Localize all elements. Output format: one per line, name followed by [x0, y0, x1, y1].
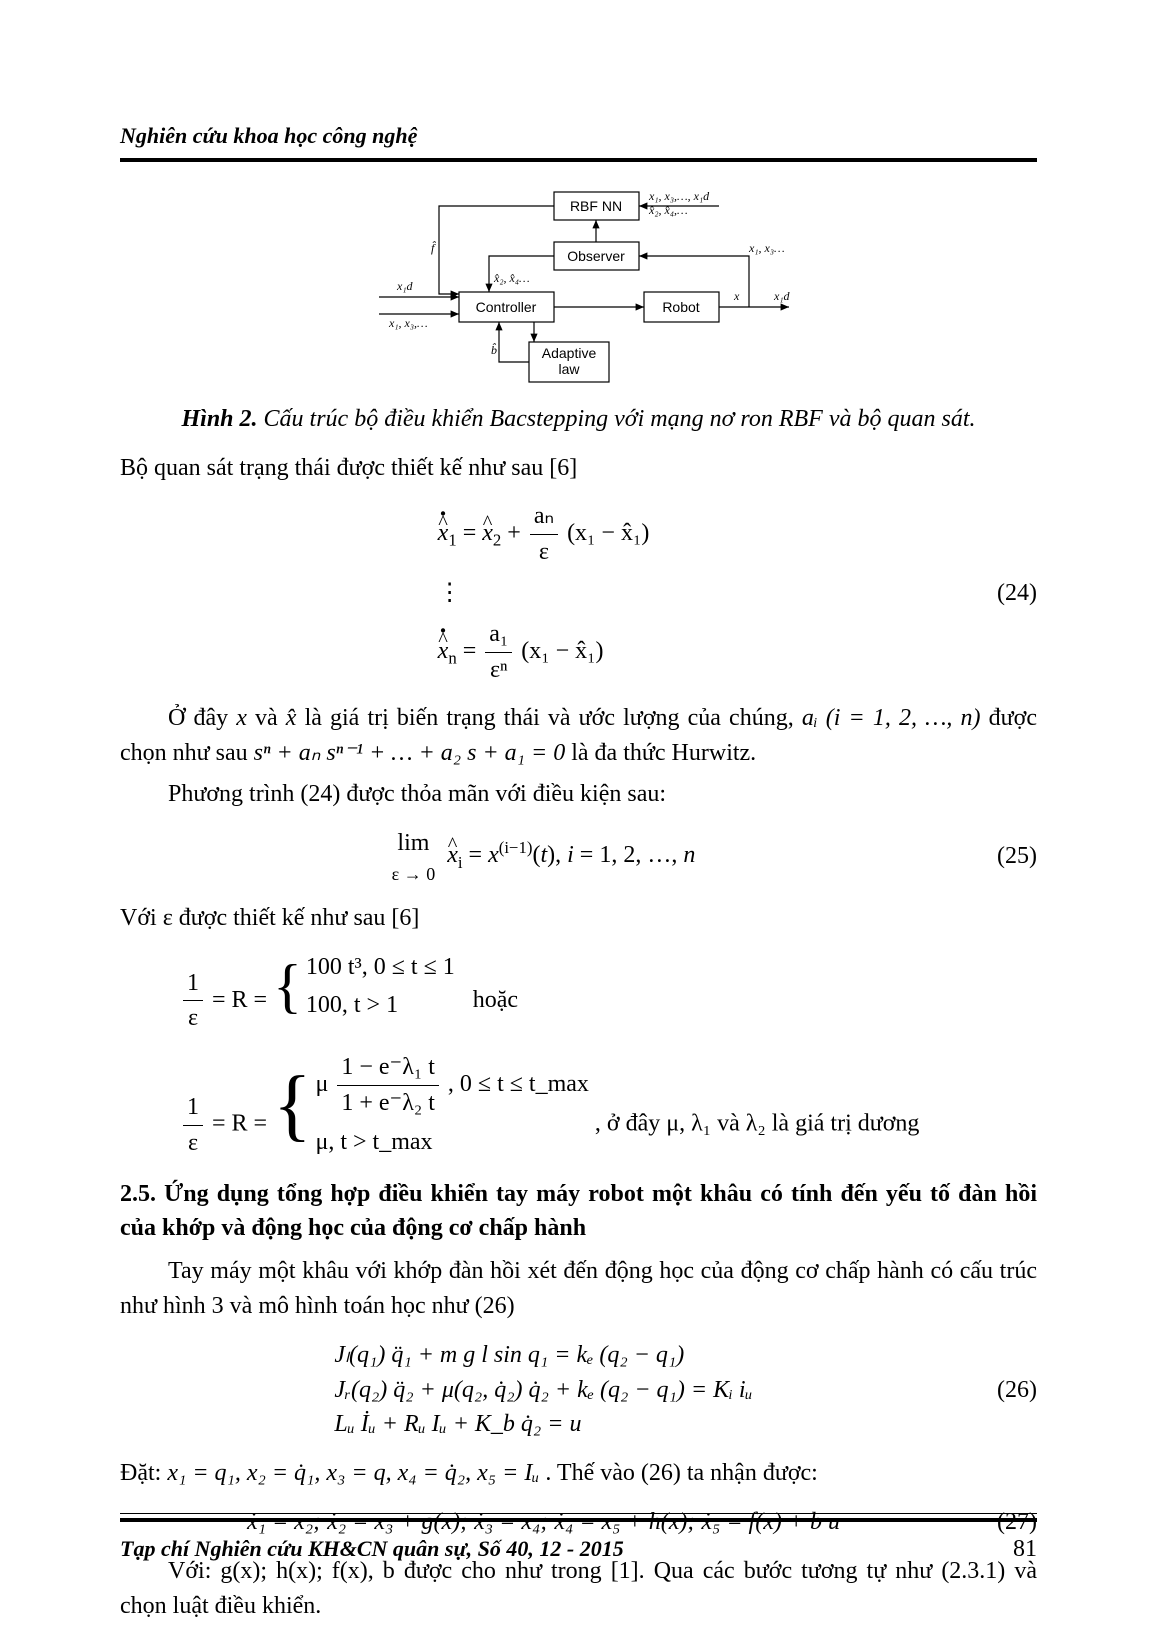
equation-24: x1 = x2 + aₙ ε (x₁ − x̂₁) ⋮ xn = a₁ — [120, 499, 1037, 687]
svg-text:x̂₂, x̂₄,…: x̂₂, x̂₄,… — [648, 203, 688, 217]
svg-text:x̂₂, x̂₄…: x̂₂, x̂₄… — [493, 271, 530, 285]
p2-r1-post: , 0 ≤ t ≤ t_max — [448, 1071, 589, 1097]
eq26-l2: Jᵣ(q₂) q̈₂ + μ(q₂, q̇₂) q̇₂ + kₑ (q₂ − q… — [334, 1377, 752, 1403]
p2-lden: ε — [183, 1125, 203, 1161]
running-head-text: Nghiên cứu khoa học công nghệ — [120, 123, 417, 148]
p2-r1-num: 1 − e⁻λ₁ t — [337, 1050, 439, 1085]
sym-xhat: x̂ — [286, 705, 297, 731]
para-dat: Đặt: x₁ = q₁, x₂ = q̇₁, x₃ = q, x₄ = q̇₂… — [120, 1456, 1037, 1491]
para-after-24: Ở đây x và x̂ là giá trị biến trạng thái… — [120, 701, 1037, 771]
svg-text:f̂: f̂ — [431, 240, 436, 255]
p1-lden: ε — [183, 1000, 203, 1036]
footer-journal: Tạp chí Nghiên cứu KH&CN quân sự, Số 40,… — [120, 1533, 624, 1565]
limsub: ε → 0 — [392, 861, 436, 887]
eq24n-den: εⁿ — [485, 652, 512, 688]
footer-page-number: 81 — [1013, 1532, 1037, 1567]
figure-caption-text: Cấu trúc bộ điều khiển Bacstepping với m… — [264, 406, 976, 432]
t-c: là giá trị biến trạng thái và ước lượng … — [305, 705, 802, 731]
equation-26: Jₗ(q₁) q̈₁ + m g l sin q₁ = kₑ (q₂ − q₁)… — [120, 1338, 1037, 1442]
figure-2-caption: Hình 2. Cấu trúc bộ điều khiển Bacsteppi… — [120, 402, 1037, 437]
eqnum-26: (26) — [967, 1373, 1037, 1408]
sym-x: x — [236, 705, 247, 731]
p2-r2: μ, t > t_max — [315, 1125, 588, 1160]
svg-text:x: x — [733, 289, 740, 303]
eq24-den: ε — [530, 534, 558, 570]
running-head: Nghiên cứu khoa học công nghệ — [120, 120, 1037, 162]
p1-mid: = R = — [212, 986, 273, 1012]
eq24n-num: a₁ — [485, 617, 512, 652]
eq24-tail1: (x₁ − x̂₁) — [567, 520, 649, 546]
p2-r1-pre: μ — [315, 1071, 334, 1097]
sym-ai: aᵢ (i = 1, 2, …, n) — [802, 705, 981, 731]
p2-lnum: 1 — [183, 1090, 203, 1125]
para-26-intro: Tay máy một khâu với khớp đàn hồi xét đế… — [120, 1254, 1037, 1324]
para-25-intro: Phương trình (24) được thỏa mãn với điều… — [120, 777, 1037, 812]
eq26-l3: Lᵤ İᵤ + Rᵤ Iᵤ + K_b q̇₂ = u — [334, 1411, 581, 1437]
eqnum-24: (24) — [967, 576, 1037, 611]
figure-label: Hình 2. — [182, 406, 258, 432]
eq26-l1: Jₗ(q₁) q̈₁ + m g l sin q₁ = kₑ (q₂ − q₁) — [334, 1342, 684, 1368]
t-a: Ở đây — [168, 705, 236, 731]
equation-25: lim ε → 0 xi = x(i−1)(t), i = 1, 2, …, n… — [120, 826, 1037, 887]
dat-a: Đặt: — [120, 1460, 167, 1486]
page: Nghiên cứu khoa học công nghệ RBF NN Obs… — [0, 0, 1157, 1637]
svg-text:Observer: Observer — [567, 248, 625, 264]
page-footer: Tạp chí Nghiên cứu KH&CN quân sự, Số 40,… — [120, 1513, 1037, 1567]
control-diagram: RBF NN Observer Controller Robot Adaptiv… — [319, 182, 839, 392]
svg-text:x₁, x₃,…: x₁, x₃,… — [388, 316, 428, 330]
dat-b: . Thế vào (26) ta nhận được: — [545, 1460, 818, 1486]
t-e: là đa thức Hurwitz. — [571, 740, 756, 766]
svg-text:Adaptive: Adaptive — [541, 345, 596, 361]
p1-lnum: 1 — [183, 966, 203, 1001]
svg-text:x₁d: x₁d — [396, 279, 413, 293]
p1-r2: 100, t > 1 — [306, 988, 455, 1023]
svg-text:Controller: Controller — [475, 299, 536, 315]
svg-text:RBF NN: RBF NN — [569, 198, 621, 214]
observer-intro: Bộ quan sát trạng thái được thiết kế như… — [120, 451, 1037, 486]
eq24-tail2: (x₁ − x̂₁) — [521, 638, 603, 664]
svg-text:law: law — [558, 361, 580, 377]
p2-r1-den: 1 + e⁻λ₂ t — [337, 1085, 439, 1121]
eps-piecewise-2: 1 ε = R = { μ 1 − e⁻λ₁ t 1 + e⁻λ₂ t , — [120, 1050, 1037, 1160]
piecewise-tail: , ở đây μ, λ₁ và λ₂ là giá trị dương — [595, 1111, 920, 1137]
t-b: và — [255, 705, 286, 731]
piecewise-or: hoặc — [473, 986, 518, 1012]
para-eps: Với ε được thiết kế như sau [6] — [120, 901, 1037, 936]
p1-r1: 100 t³, 0 ≤ t ≤ 1 — [306, 950, 455, 985]
eq24-num: aₙ — [530, 499, 558, 534]
dat-math: x₁ = q₁, x₂ = q̇₁, x₃ = q, x₄ = q̇₂, x₅ … — [167, 1460, 539, 1486]
svg-text:x₁d: x₁d — [773, 289, 790, 303]
eps-piecewise-1: 1 ε = R = { 100 t³, 0 ≤ t ≤ 1 100, t > 1… — [120, 950, 1037, 1037]
sym-hurwitz: sⁿ + aₙ sⁿ⁻¹ + … + a₂ s + a₁ = 0 — [254, 740, 566, 766]
svg-text:Robot: Robot — [662, 299, 699, 315]
heading-2-5: 2.5. Ứng dụng tổng hợp điều khiển tay má… — [120, 1177, 1037, 1247]
eqnum-25: (25) — [967, 839, 1037, 874]
svg-text:x₁, x₃,…, x₁d: x₁, x₃,…, x₁d — [648, 189, 710, 203]
p2-mid: = R = — [212, 1111, 273, 1137]
figure-2: RBF NN Observer Controller Robot Adaptiv… — [120, 182, 1037, 392]
svg-text:b̂: b̂ — [491, 343, 497, 357]
svg-text:x₁, x₃…: x₁, x₃… — [748, 241, 785, 255]
